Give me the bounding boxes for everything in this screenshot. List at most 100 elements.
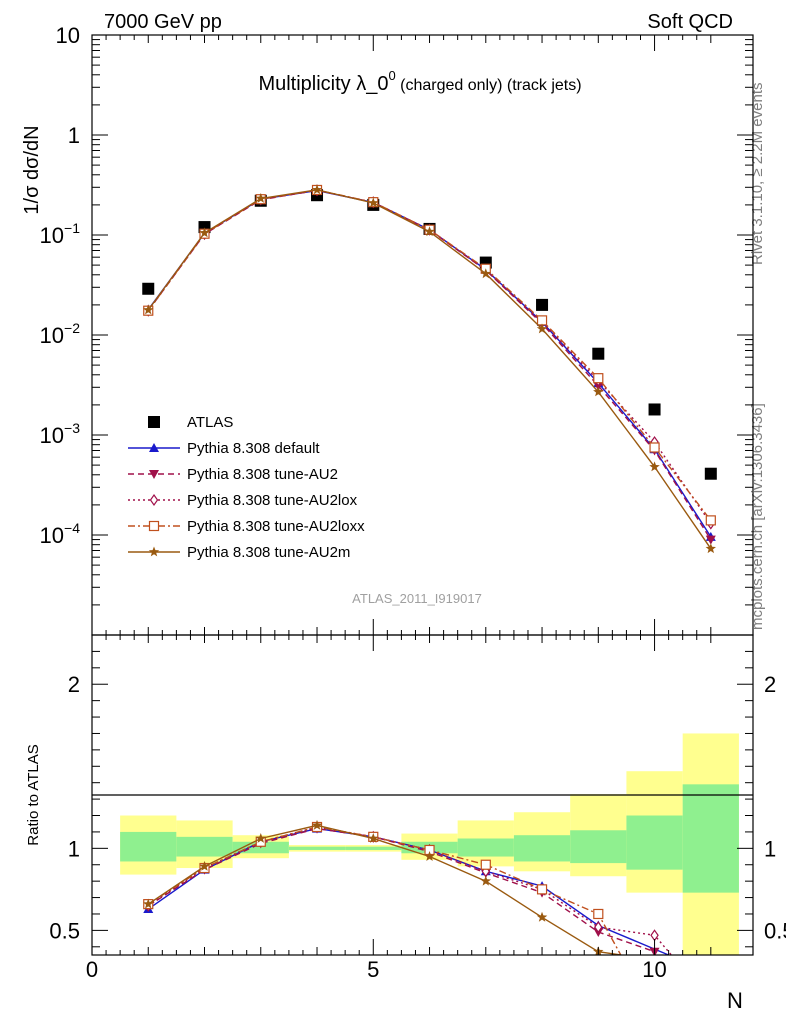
plot-title-superscript: 0: [388, 68, 395, 83]
y-tick-label: 1: [68, 123, 80, 148]
data-point-au2m: [255, 193, 266, 203]
rivet-version-label: Rivet 3.1.10, ≥ 2.2M events: [749, 83, 766, 266]
ratio-point-au2m: [368, 833, 379, 843]
ratio-y-tick-label-left: 0.5: [49, 918, 80, 943]
data-point-au2m: [593, 386, 604, 397]
ratio-point-au2lox: [594, 921, 603, 934]
data-point-au2m: [199, 227, 210, 238]
legend-label-atlas: ATLAS: [187, 414, 233, 431]
ratio-band-inner: [570, 830, 627, 864]
x-axis-title: N: [727, 988, 743, 1013]
ratio-panel: 0.5 0.5 1 1 2 2 0 5 10 Ratio to ATLAS N: [25, 634, 786, 1013]
y-tick-label: 10−2: [40, 320, 81, 348]
legend-label-au2loxx: Pythia 8.308 tune-AU2loxx: [187, 518, 365, 535]
ratio-y-tick-label-right: 2: [764, 672, 776, 697]
ratio-point-au2m: [143, 898, 154, 909]
legend-swatch-marker: [149, 443, 159, 452]
data-point-au2loxx: [593, 373, 604, 384]
ratio-band-inner: [120, 831, 177, 862]
ratio-line-au2loxx: [147, 826, 622, 955]
legend-swatch-marker: [148, 520, 160, 532]
legend-swatch-marker: [148, 416, 160, 428]
ratio-y-tick-label-left: 2: [68, 672, 80, 697]
ratio-point-au2loxx: [536, 884, 548, 895]
ratio-line-au2m: [147, 824, 621, 955]
data-point-au2m: [705, 543, 716, 554]
plot-title-suffix: (charged only) (track jets): [396, 77, 582, 94]
y-tick-label-exponent: −2: [64, 320, 80, 336]
legend-swatch-marker: [149, 470, 159, 479]
ratio-axes: 0.5 0.5 1 1 2 2 0 5 10: [49, 635, 786, 982]
y-tick-label-mantissa: 10: [40, 223, 64, 248]
series-default: [143, 185, 716, 541]
legend-swatch-marker: [148, 546, 160, 557]
x-tick-label: 10: [642, 957, 666, 982]
legend-item-au2: Pythia 8.308 tune-AU2: [128, 466, 338, 483]
ratio-series-layer: [143, 819, 672, 955]
ratio-point-au2m: [536, 911, 548, 922]
y-tick-label-mantissa: 10: [40, 523, 64, 548]
data-point-au2m: [143, 304, 154, 315]
legend-item-au2m: Pythia 8.308 tune-AU2m: [128, 544, 350, 561]
data-point-atlas: [536, 298, 549, 311]
ratio-y-tick-label-left: 1: [68, 836, 80, 861]
data-point-atlas: [648, 403, 661, 416]
header-process-label: Soft QCD: [647, 11, 733, 33]
data-point-au2loxx: [705, 515, 716, 526]
main-y-axis-title: 1/σ dσ/dN: [21, 125, 43, 214]
x-tick-label: 0: [86, 957, 98, 982]
plot-title: Multiplicity λ_00 (charged only) (track …: [258, 68, 581, 95]
legend: ATLAS Pythia 8.308 default Pythia 8.308 tu…: [128, 414, 365, 561]
ratio-point-au2m: [255, 833, 266, 843]
series-au2: [143, 186, 716, 545]
ratio-line-au2: [147, 827, 655, 953]
series-line-au2: [147, 189, 712, 540]
data-point-au2m: [311, 184, 323, 195]
ratio-y-tick-label-right: 1: [764, 836, 776, 861]
series-line-default: [147, 189, 712, 538]
data-point-au2: [705, 535, 716, 545]
data-point-au2m: [480, 268, 491, 279]
legend-label-au2: Pythia 8.308 tune-AU2: [187, 466, 338, 483]
ratio-band-inner: [345, 846, 402, 850]
ratio-band-inner: [626, 815, 683, 870]
ratio-y-axis-title: Ratio to ATLAS: [25, 744, 42, 845]
ratio-point-au2m: [199, 860, 210, 871]
y-tick-label: 10−3: [40, 420, 81, 448]
data-point-atlas: [592, 347, 605, 360]
ratio-plot-frame: [91, 634, 754, 956]
analysis-watermark: ATLAS_2011_I919017: [352, 591, 482, 606]
y-tick-label-mantissa: 10: [40, 323, 64, 348]
data-point-atlas: [142, 282, 155, 295]
y-tick-label-exponent: −1: [64, 220, 80, 236]
y-tick-label: 10−1: [40, 220, 81, 248]
y-tick-label: 10−4: [40, 520, 81, 548]
x-tick-label: 5: [367, 957, 379, 982]
main-series-layer: [142, 184, 717, 554]
legend-label-au2m: Pythia 8.308 tune-AU2m: [187, 544, 350, 561]
ratio-band-inner: [513, 835, 571, 862]
ratio-band-inner: [288, 846, 346, 850]
y-tick-label-mantissa: 10: [56, 23, 80, 48]
ratio-y-tick-label-right: 0.5: [764, 918, 786, 943]
legend-swatch-marker: [149, 493, 159, 507]
data-point-au2m: [368, 197, 379, 208]
data-point-au2loxx: [649, 442, 660, 453]
data-point-au2m: [649, 461, 660, 472]
mcplots-label: mcplots.cern.ch [arXiv:1306.3436]: [749, 403, 766, 630]
ratio-band-inner: [682, 784, 739, 893]
ratio-band-inner: [457, 838, 514, 857]
data-point-atlas: [704, 467, 717, 480]
legend-item-atlas: ATLAS: [148, 414, 233, 431]
y-tick-label: 10: [56, 23, 80, 48]
header-energy-label: 7000 GeV pp: [104, 11, 222, 33]
ratio-point-au2loxx: [593, 908, 604, 920]
ratio-point-au2m: [311, 819, 323, 830]
legend-item-au2lox: Pythia 8.308 tune-AU2lox: [128, 492, 358, 509]
y-tick-label-exponent: −3: [64, 420, 80, 436]
legend-item-au2loxx: Pythia 8.308 tune-AU2loxx: [128, 518, 365, 535]
legend-item-default: Pythia 8.308 default: [128, 440, 320, 457]
plot-title-main: Multiplicity λ_0: [258, 73, 388, 95]
